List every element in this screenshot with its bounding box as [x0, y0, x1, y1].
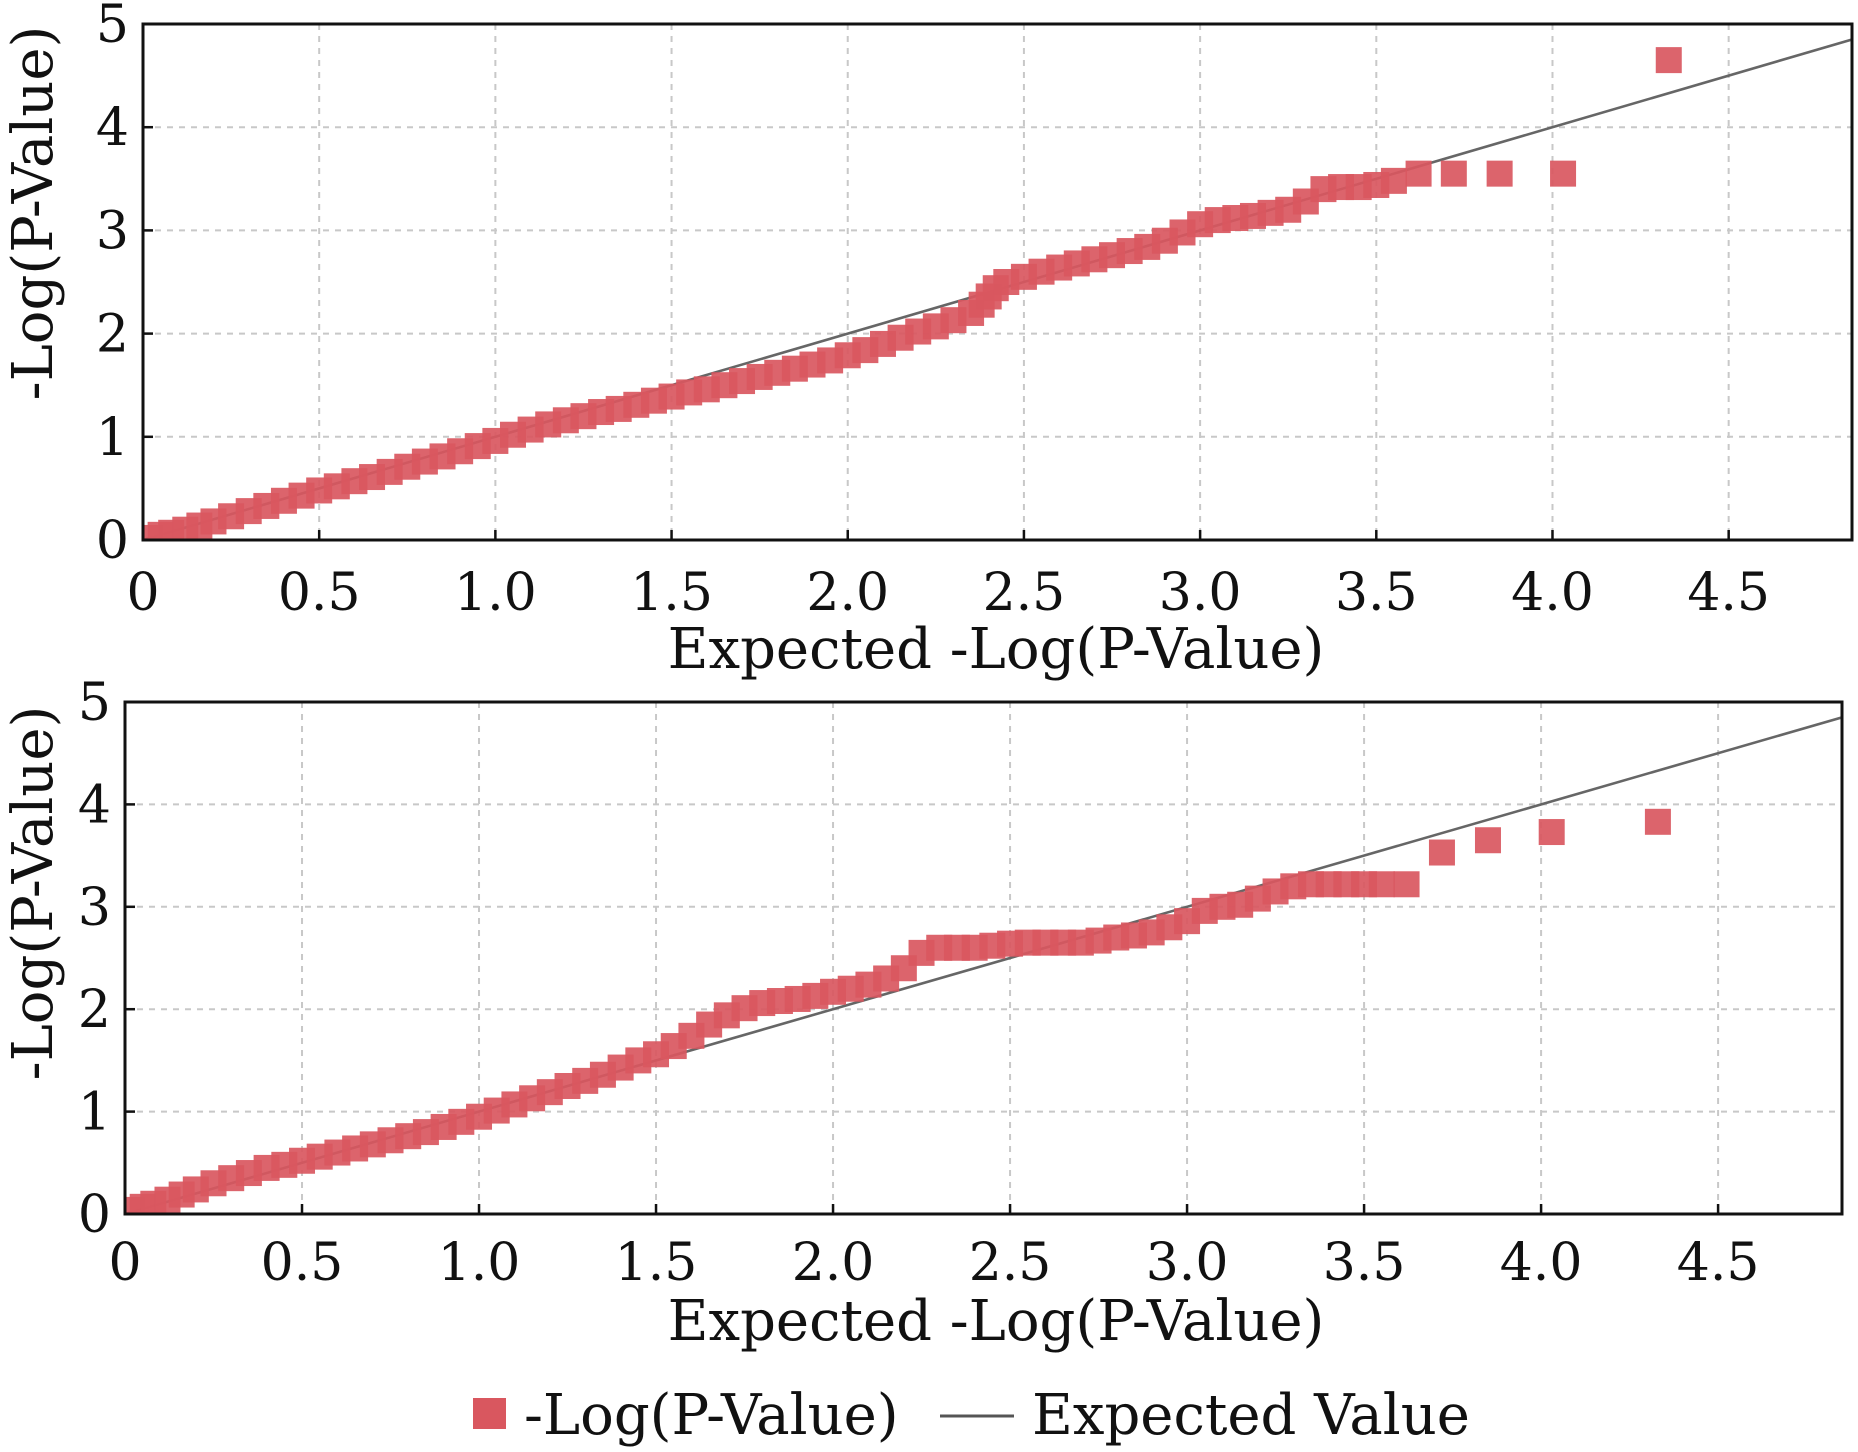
y-tick-label: 3 [78, 878, 111, 938]
x-tick-label: 0 [126, 563, 159, 623]
x-tick-label: 3.0 [1159, 563, 1242, 623]
observed-point [1655, 47, 1682, 74]
y-tick-label: 4 [96, 98, 129, 158]
y-tick-label: 4 [78, 775, 111, 835]
x-tick-label: 1.5 [615, 1233, 698, 1293]
legend-marker-observed [473, 1398, 506, 1429]
y-tick-label: 1 [96, 408, 129, 468]
y-tick-label: 0 [96, 511, 129, 571]
observed-point [1644, 808, 1671, 835]
x-tick-label: 1.0 [438, 1233, 521, 1293]
y-axis-title: -Log(P-Value) [1, 706, 66, 1081]
x-axis-title: Expected -Log(P-Value) [668, 617, 1325, 682]
y-tick-label: 1 [78, 1083, 111, 1143]
x-tick-label: 2.0 [792, 1233, 875, 1293]
plot-frame [141, 22, 1854, 542]
x-tick-label: 4.0 [1500, 1233, 1583, 1293]
observed-point [1440, 160, 1467, 187]
x-tick-label: 3.5 [1335, 563, 1418, 623]
observed-point [1368, 871, 1395, 898]
x-tick-label: 0.5 [261, 1233, 344, 1293]
x-tick-label: 0.5 [278, 563, 361, 623]
x-tick-label: 1.0 [454, 563, 537, 623]
x-tick-label: 2.0 [806, 563, 889, 623]
x-tick-label: 3.5 [1323, 1233, 1406, 1293]
qq-panel-top: 0 0.5 1.0 1.5 2.0 2.5 3.0 3.5 4.0 4.5 0 1 2 3 4 5 Expect… [1, 0, 1854, 682]
observed-point [1393, 871, 1420, 898]
plot-area [143, 38, 1852, 540]
plot-area [125, 716, 1842, 1214]
y-tick-label: 2 [96, 305, 129, 365]
x-tick-label: 4.5 [1687, 563, 1770, 623]
x-tick-label: 4.5 [1677, 1233, 1760, 1293]
observed-point [1538, 819, 1565, 846]
x-tick-label: 3.0 [1146, 1233, 1229, 1293]
legend: -Log(P-Value) Expected Value [473, 1383, 1470, 1448]
observed-point [1474, 827, 1501, 854]
observed-point [1380, 167, 1407, 194]
y-tick-label: 5 [96, 0, 129, 55]
x-tick-label: 2.5 [969, 1233, 1052, 1293]
y-axis-title: -Log(P-Value) [1, 26, 66, 401]
qq-panel-bottom: 0 0.5 1.0 1.5 2.0 2.5 3.0 3.5 4.0 4.5 0 1 2 3 4 5 Expect… [1, 673, 1844, 1354]
legend-label-observed: -Log(P-Value) [524, 1383, 899, 1448]
x-tick-label: 2.5 [983, 563, 1066, 623]
x-tick-label: 4.0 [1511, 563, 1594, 623]
x-axis-title: Expected -Log(P-Value) [668, 1289, 1325, 1354]
legend-label-expected: Expected Value [1032, 1383, 1470, 1448]
y-tick-label: 0 [78, 1185, 111, 1245]
x-tick-label: 0 [108, 1233, 141, 1293]
y-tick-label: 3 [96, 201, 129, 261]
observed-point [1486, 160, 1513, 187]
observed-point [1550, 160, 1577, 187]
observed-point [1428, 839, 1455, 866]
x-tick-label: 1.5 [630, 563, 713, 623]
observed-point [1405, 160, 1432, 187]
y-tick-label: 5 [78, 673, 111, 733]
y-tick-label: 2 [78, 980, 111, 1040]
plot-frame [123, 700, 1844, 1216]
